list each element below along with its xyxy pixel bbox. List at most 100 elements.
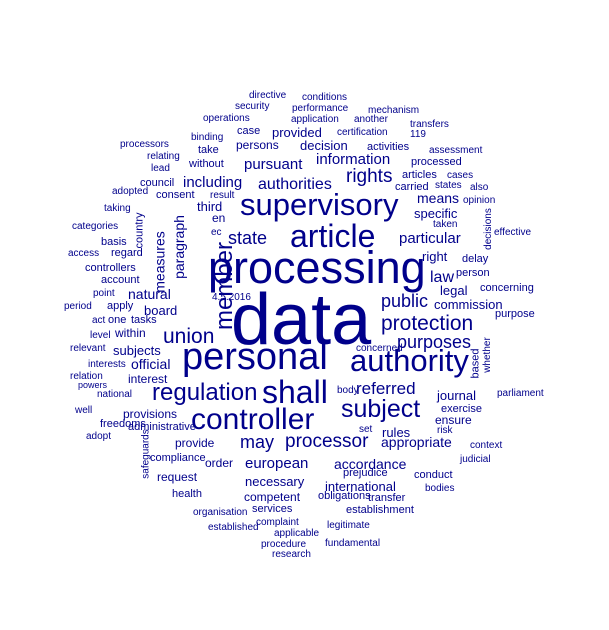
cloud-word-journal: journal (437, 388, 477, 403)
cloud-word-council: council (140, 177, 175, 189)
cloud-word-administrative: adopt (86, 431, 112, 442)
cloud-word-access: access (68, 248, 100, 259)
cloud-word-without: without (189, 158, 224, 170)
cloud-word-member: member (211, 241, 239, 331)
cloud-word-european: european (245, 455, 309, 472)
cloud-word-en: ec (211, 227, 222, 238)
cloud-word-powers: national (97, 389, 133, 400)
cloud-word-supervisory: supervisory (240, 187, 399, 222)
cloud-word-certification: certification (337, 127, 388, 138)
cloud-word-processed: processed (411, 156, 462, 168)
cloud-word-tasks: tasks (131, 314, 157, 326)
cloud-word-concerned: prejudice (343, 467, 388, 479)
cloud-word-level: level (90, 330, 111, 341)
cloud-word-order: order (205, 456, 234, 470)
cloud-word-taken: opinion (463, 195, 496, 206)
cloud-word-lead: lead (151, 163, 170, 174)
cloud-word-general: relevant (70, 343, 106, 354)
cloud-word-assessment: 119 (410, 129, 426, 140)
cloud-word-effective: decisions (482, 208, 494, 250)
cloud-word-within: within (115, 326, 146, 340)
cloud-word-account: account (101, 274, 140, 286)
cloud-word-regulation: regulation (152, 379, 258, 406)
cloud-word-states: carried (395, 181, 429, 193)
cloud-word-state: state (228, 228, 268, 248)
cloud-word-persons: persons (236, 138, 279, 152)
cloud-word-services: established (208, 522, 259, 533)
cloud-word-provided: provided (272, 125, 322, 140)
cloud-word-international: international (325, 479, 396, 494)
cloud-word-including: including (183, 174, 243, 191)
cloud-word-particular: particular (399, 230, 461, 247)
cloud-word-interest: interest (128, 372, 168, 386)
cloud-word-measures: measures (151, 231, 168, 293)
cloud-word-safeguards: request (157, 470, 198, 484)
cloud-word-act: act (92, 315, 106, 326)
cloud-word-consent: consent (156, 189, 195, 201)
cloud-word-case: case (237, 125, 261, 137)
cloud-word-necessary: necessary (245, 474, 305, 489)
cloud-word-specific: specific (414, 206, 458, 221)
cloud-word-articles: cases (447, 170, 474, 181)
cloud-word-subject: subject (341, 395, 421, 423)
cloud-word-purposes: purposes (397, 332, 472, 352)
cloud-word-appropriate: appropriate (381, 434, 452, 450)
cloud-word-legal: legal (440, 283, 468, 298)
cloud-word-set: body (337, 385, 359, 396)
cloud-word-data: data (231, 280, 372, 360)
cloud-word-relating: relating (147, 151, 180, 162)
cloud-word-establishment: establishment (346, 504, 414, 516)
cloud-word-legitimate: procedure (261, 539, 307, 550)
cloud-word-interests: relation (70, 371, 103, 382)
cloud-word-decision: decision (300, 138, 348, 153)
cloud-word-union: union (163, 325, 215, 348)
cloud-word-natural: natural (128, 286, 171, 302)
cloud-word-carried: articles (402, 169, 437, 181)
cloud-word-article: article (290, 218, 376, 254)
cloud-word-prejudice: parliament (497, 388, 544, 399)
cloud-word-conduct: judicial (460, 454, 491, 465)
cloud-word-may: may (240, 432, 275, 452)
cloud-word-pursuant: pursuant (244, 156, 303, 173)
cloud-word-4-5-2016: provisions (123, 407, 178, 421)
cloud-word-compliance: health (172, 488, 202, 500)
cloud-word-mechanism: mechanism (368, 105, 420, 116)
cloud-word-directive: directive (249, 90, 287, 101)
cloud-word-law: law (430, 269, 455, 286)
cloud-word-organisation: services (252, 503, 293, 515)
cloud-word-concerning: person (456, 267, 490, 279)
cloud-word-categories: categories (72, 221, 119, 232)
cloud-word-binding: binding (191, 132, 224, 143)
cloud-word-judicial: context (470, 440, 503, 451)
cloud-word-request: compliance (150, 452, 206, 464)
cloud-word-processing: processing (208, 242, 426, 293)
cloud-word-information: information (316, 151, 391, 168)
cloud-word-119: en (212, 211, 226, 225)
cloud-word-board: board (144, 303, 178, 318)
cloud-word-opinion: also (470, 182, 489, 193)
cloud-word-context: risk (437, 425, 453, 436)
cloud-word-protection: protection (381, 312, 474, 335)
cloud-word-controllers: controllers (85, 262, 136, 274)
cloud-word-complaint: applicable (274, 528, 320, 539)
cloud-word-decisions: taken (433, 219, 458, 230)
cloud-word-performance: performance (292, 103, 349, 114)
cloud-word-another: another (354, 114, 388, 125)
cloud-word-risk: set (359, 424, 373, 435)
cloud-word-third: third (197, 199, 223, 214)
cloud-word-also: states (435, 180, 462, 191)
cloud-word-paragraph: paragraph (170, 215, 187, 279)
cloud-word-apply: apply (107, 300, 134, 312)
cloud-word-established: complaint (256, 517, 299, 528)
cloud-word-obligations: organisation (193, 507, 248, 518)
cloud-word-exercise: exercise (441, 403, 482, 415)
cloud-word-result: result (210, 190, 235, 201)
cloud-word-security: security (235, 101, 270, 112)
cloud-word-based: purpose (495, 308, 535, 320)
cloud-word-adopted: adopted (112, 186, 149, 197)
cloud-word-well: freedoms (100, 418, 146, 430)
cloud-word-freedoms: administrative (128, 421, 196, 433)
cloud-word-right: right (422, 249, 448, 264)
cloud-word-accordance: accordance (334, 456, 407, 472)
cloud-word-operations: operations (203, 113, 250, 124)
